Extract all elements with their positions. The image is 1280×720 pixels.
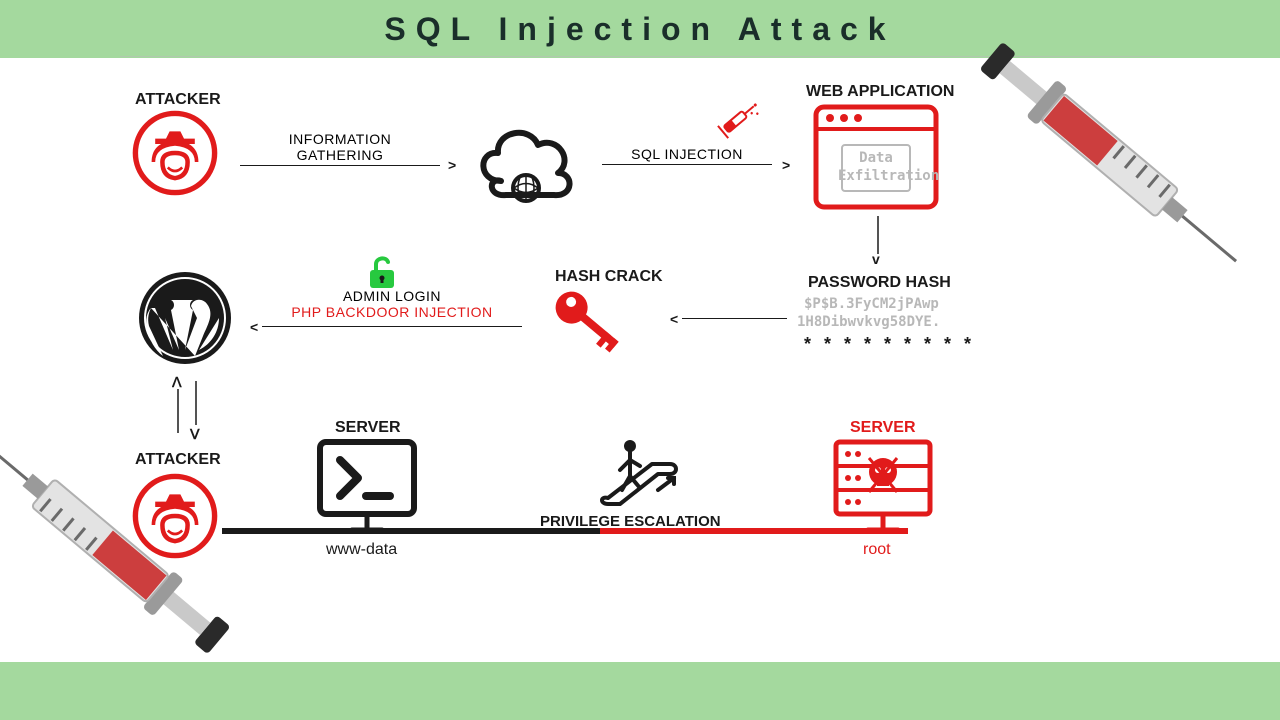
diagram-canvas: ATTACKER INFORMATION GATHERING > SQL INJ… (0, 58, 1280, 662)
arrow-head-4: < (250, 320, 258, 334)
passhash-stars: * * * * * * * * * (804, 334, 975, 355)
edge-info-line1: INFORMATION (240, 131, 440, 147)
privesc-label: PRIVILEGE ESCALATION (540, 513, 721, 530)
hashcrack-label: HASH CRACK (555, 268, 663, 286)
page-title: SQL Injection Attack (384, 11, 895, 48)
server-root-icon (828, 438, 938, 533)
edge-admin-line1: ADMIN LOGIN (262, 288, 522, 304)
wordpress-icon (135, 268, 235, 368)
edge-admin-login: ADMIN LOGIN PHP BACKDOOR INJECTION (262, 288, 522, 320)
svg-text:v: v (872, 251, 880, 266)
edge-sql-injection: SQL INJECTION (602, 146, 772, 165)
webapp-label: WEB APPLICATION (806, 83, 954, 101)
lock-open-icon (366, 254, 398, 290)
big-syringe-topright-icon (970, 28, 1280, 308)
arrow-down-1: v (870, 216, 886, 266)
server-terminal-icon (312, 438, 422, 533)
server2-sub: root (863, 541, 891, 559)
passhash-h1: $P$B.3FyCM2jPAwp (804, 296, 939, 314)
edge-info-gathering: INFORMATION GATHERING (240, 131, 440, 166)
arrow-head-1: > (448, 158, 456, 172)
escalator-icon (598, 436, 688, 514)
edge-sqlinj-label: SQL INJECTION (602, 146, 772, 162)
edge-admin-line2: PHP BACKDOOR INJECTION (262, 304, 522, 320)
arrow-line-3 (682, 318, 787, 319)
server1-label: SERVER (335, 419, 401, 437)
arrow-head-3: < (670, 312, 678, 326)
arrow-head-2: > (782, 158, 790, 172)
attacker-icon (130, 108, 220, 198)
webapp-sublabel: Data Exfiltration (838, 150, 914, 185)
attacker1-label: ATTACKER (135, 91, 221, 109)
cloud-icon (466, 113, 586, 208)
server2-label: SERVER (850, 419, 916, 437)
arrow-line-4 (262, 326, 522, 327)
edge-info-line2: GATHERING (240, 147, 440, 163)
big-syringe-bottomleft-icon (0, 378, 240, 678)
server1-sub: www-data (326, 541, 397, 559)
small-syringe-icon (712, 94, 762, 144)
key-icon (540, 288, 640, 358)
passhash-h2: 1H8Dibwvkvg58DYE. (797, 314, 940, 332)
passhash-label: PASSWORD HASH (808, 274, 951, 292)
